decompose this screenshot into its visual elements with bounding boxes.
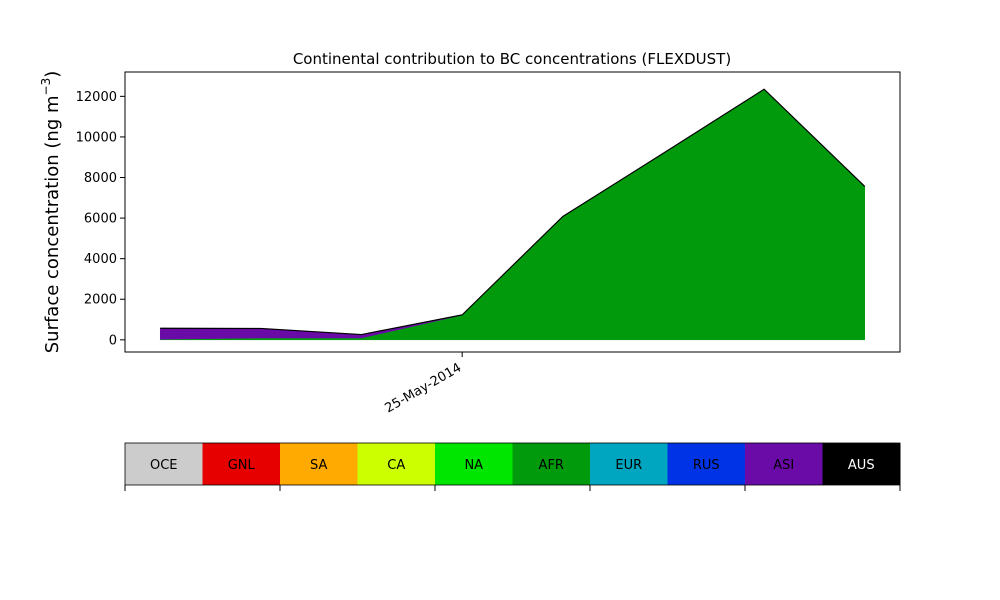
y-tick-label: 8000	[84, 171, 117, 186]
legend-swatch-afr	[512, 443, 591, 485]
legend-swatch-na	[435, 443, 513, 485]
x-tick-label: 25-May-2014	[382, 360, 464, 416]
legend-swatch-oce	[125, 443, 203, 485]
legend-swatch-gnl	[202, 443, 281, 485]
legend-label: NA	[464, 458, 483, 473]
legend-swatch-sa	[280, 443, 358, 485]
y-axis-label-main: Surface concentration (ng m	[42, 95, 63, 353]
chart-title: Continental contribution to BC concentra…	[293, 50, 731, 68]
legend-frame	[124, 442, 901, 486]
total-outline	[160, 88, 866, 336]
legend-swatch-ca	[357, 443, 436, 485]
legend-label: CA	[387, 458, 405, 473]
y-tick-label: 4000	[84, 252, 117, 267]
stacked-areas	[159, 88, 866, 341]
y-tick-label: 12000	[76, 90, 117, 105]
legend-label: GNL	[228, 458, 256, 473]
legend-label: EUR	[615, 458, 642, 473]
y-axis: 0 2000 4000 6000 8000 10000 12000	[76, 90, 125, 348]
area-afr	[159, 88, 866, 341]
y-axis-label-exponent: −3	[39, 78, 53, 96]
legend-swatch-asi	[745, 443, 823, 485]
y-tick-label: 6000	[84, 212, 117, 227]
legend-label: AUS	[848, 458, 875, 473]
legend-label: OCE	[150, 458, 178, 473]
legend-label: RUS	[693, 458, 720, 473]
legend-label: AFR	[539, 458, 564, 473]
y-tick-label: 2000	[84, 293, 117, 308]
legend-swatch-rus	[667, 443, 746, 485]
legend-swatch-aus	[822, 443, 901, 485]
legend-label: ASI	[773, 458, 794, 473]
y-axis-label-close: )	[42, 71, 63, 78]
legend-swatch-eur	[590, 443, 668, 485]
legend-label: SA	[310, 458, 327, 473]
y-axis-label: Surface concentration (ng m−3)	[39, 71, 63, 354]
plot-frame	[124, 71, 901, 353]
y-tick-label: 10000	[76, 130, 117, 145]
color-legend: OCE GNL SA CA NA AFR EUR RUS ASI AUS	[124, 442, 901, 491]
y-tick-label: 0	[109, 333, 117, 348]
x-axis: 25-May-2014	[382, 352, 464, 416]
